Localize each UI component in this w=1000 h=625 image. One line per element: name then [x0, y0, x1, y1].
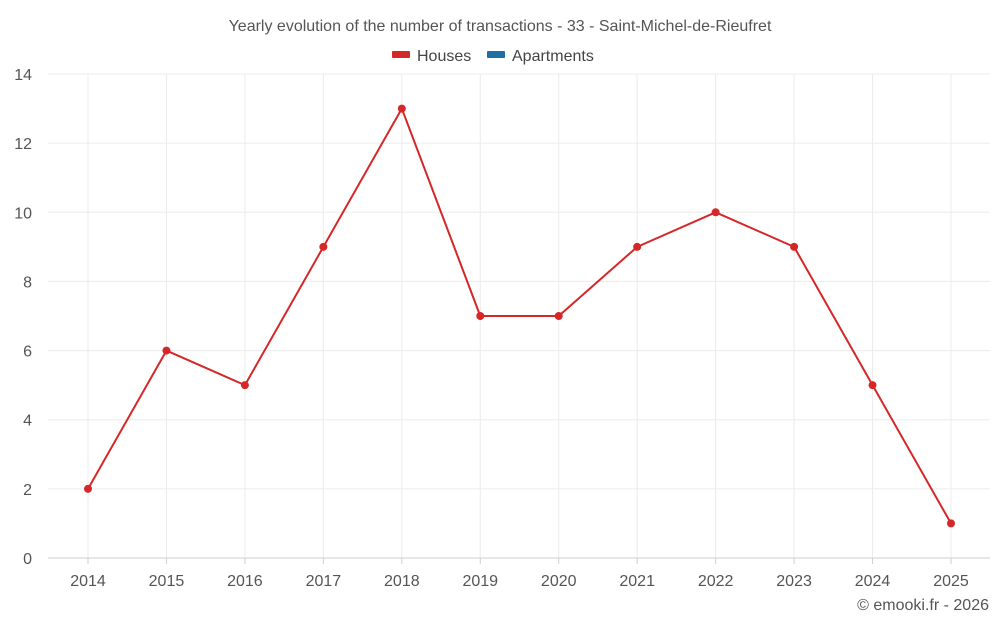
- legend-item-apartments[interactable]: Apartments: [487, 48, 594, 65]
- data-point-houses[interactable]: [397, 104, 406, 113]
- y-tick-label: 14: [14, 67, 32, 84]
- x-tick-label: 2025: [933, 573, 969, 590]
- x-tick-label: 2017: [306, 573, 342, 590]
- data-point-houses[interactable]: [868, 381, 877, 390]
- x-tick-label: 2022: [698, 573, 734, 590]
- legend-item-houses[interactable]: Houses: [392, 48, 471, 65]
- data-point-houses[interactable]: [633, 242, 642, 251]
- data-point-houses[interactable]: [476, 312, 485, 320]
- series-layer: [84, 104, 955, 528]
- y-tick-label: 0: [23, 551, 32, 568]
- chart-title: Yearly evolution of the number of transa…: [229, 18, 772, 35]
- data-point-houses[interactable]: [319, 242, 328, 251]
- y-tick-label: 6: [23, 344, 32, 361]
- x-tick-label: 2018: [384, 573, 420, 590]
- x-tick-label: 2020: [541, 573, 577, 590]
- data-point-houses[interactable]: [240, 381, 249, 390]
- axes: 0 2 4 6 8 10 12 14 2014 2015 2016 2017 2018 2019 2020 2…: [14, 67, 990, 590]
- data-point-houses[interactable]: [84, 484, 92, 493]
- legend-swatch-houses: [392, 51, 410, 58]
- x-tick-label: 2019: [462, 573, 498, 590]
- series-line-houses: [87, 107, 952, 524]
- y-tick-label: 10: [14, 205, 32, 222]
- legend-swatch-apartments: [487, 51, 505, 58]
- credit: © emooki.fr - 2026: [857, 597, 989, 614]
- y-tick-label: 4: [23, 413, 32, 430]
- y-tick-label: 8: [23, 274, 32, 291]
- data-point-houses[interactable]: [711, 208, 720, 217]
- y-tick-label: 2: [23, 482, 32, 499]
- x-tick-label: 2015: [149, 573, 185, 590]
- data-point-houses[interactable]: [790, 242, 799, 251]
- legend-label-apartments: Apartments: [512, 48, 594, 65]
- legend[interactable]: Houses Apartments: [392, 48, 594, 65]
- x-tick-label: 2016: [227, 573, 263, 590]
- y-tick-label: 12: [14, 136, 32, 153]
- x-tick-label: 2024: [855, 573, 891, 590]
- x-tick-label: 2021: [619, 573, 655, 590]
- data-point-houses[interactable]: [554, 312, 563, 320]
- x-tick-label: 2023: [776, 573, 812, 590]
- x-tick-label: 2014: [70, 573, 106, 590]
- legend-label-houses: Houses: [417, 48, 471, 65]
- data-point-houses[interactable]: [162, 346, 171, 355]
- data-point-houses[interactable]: [947, 519, 955, 528]
